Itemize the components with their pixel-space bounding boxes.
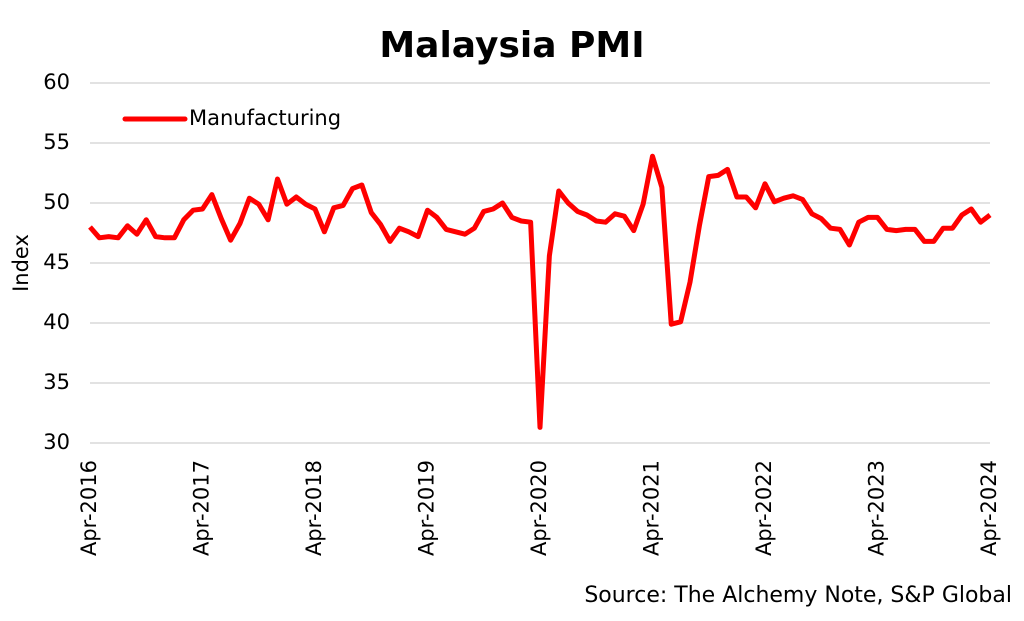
data-line: [88, 153, 992, 430]
x-tick-label: Apr-2017: [190, 460, 214, 556]
x-tick-label: Apr-2019: [415, 460, 439, 556]
x-tick-label: Apr-2024: [977, 460, 1001, 556]
x-tick-label: Apr-2016: [77, 460, 101, 556]
y-tick-label: 55: [43, 130, 70, 154]
y-tick-label: 35: [43, 370, 70, 394]
y-tick-label: 30: [43, 430, 70, 454]
x-tick-label: Apr-2023: [865, 460, 889, 556]
chart-title: Malaysia PMI: [379, 25, 644, 66]
y-tick-label: 40: [43, 310, 70, 334]
y-tick-label: 60: [43, 70, 70, 94]
x-tick-label: Apr-2022: [752, 460, 776, 556]
y-tick-label: 50: [43, 190, 70, 214]
y-tick-label: 45: [43, 250, 70, 274]
y-axis-label: Index: [9, 234, 33, 292]
x-tick-label: Apr-2018: [302, 460, 326, 556]
legend-label: Manufacturing: [189, 106, 341, 130]
source-note: Source: The Alchemy Note, S&P Global: [584, 583, 1012, 608]
x-tick-label: Apr-2020: [527, 460, 551, 556]
x-tick-label: Apr-2021: [640, 460, 664, 556]
